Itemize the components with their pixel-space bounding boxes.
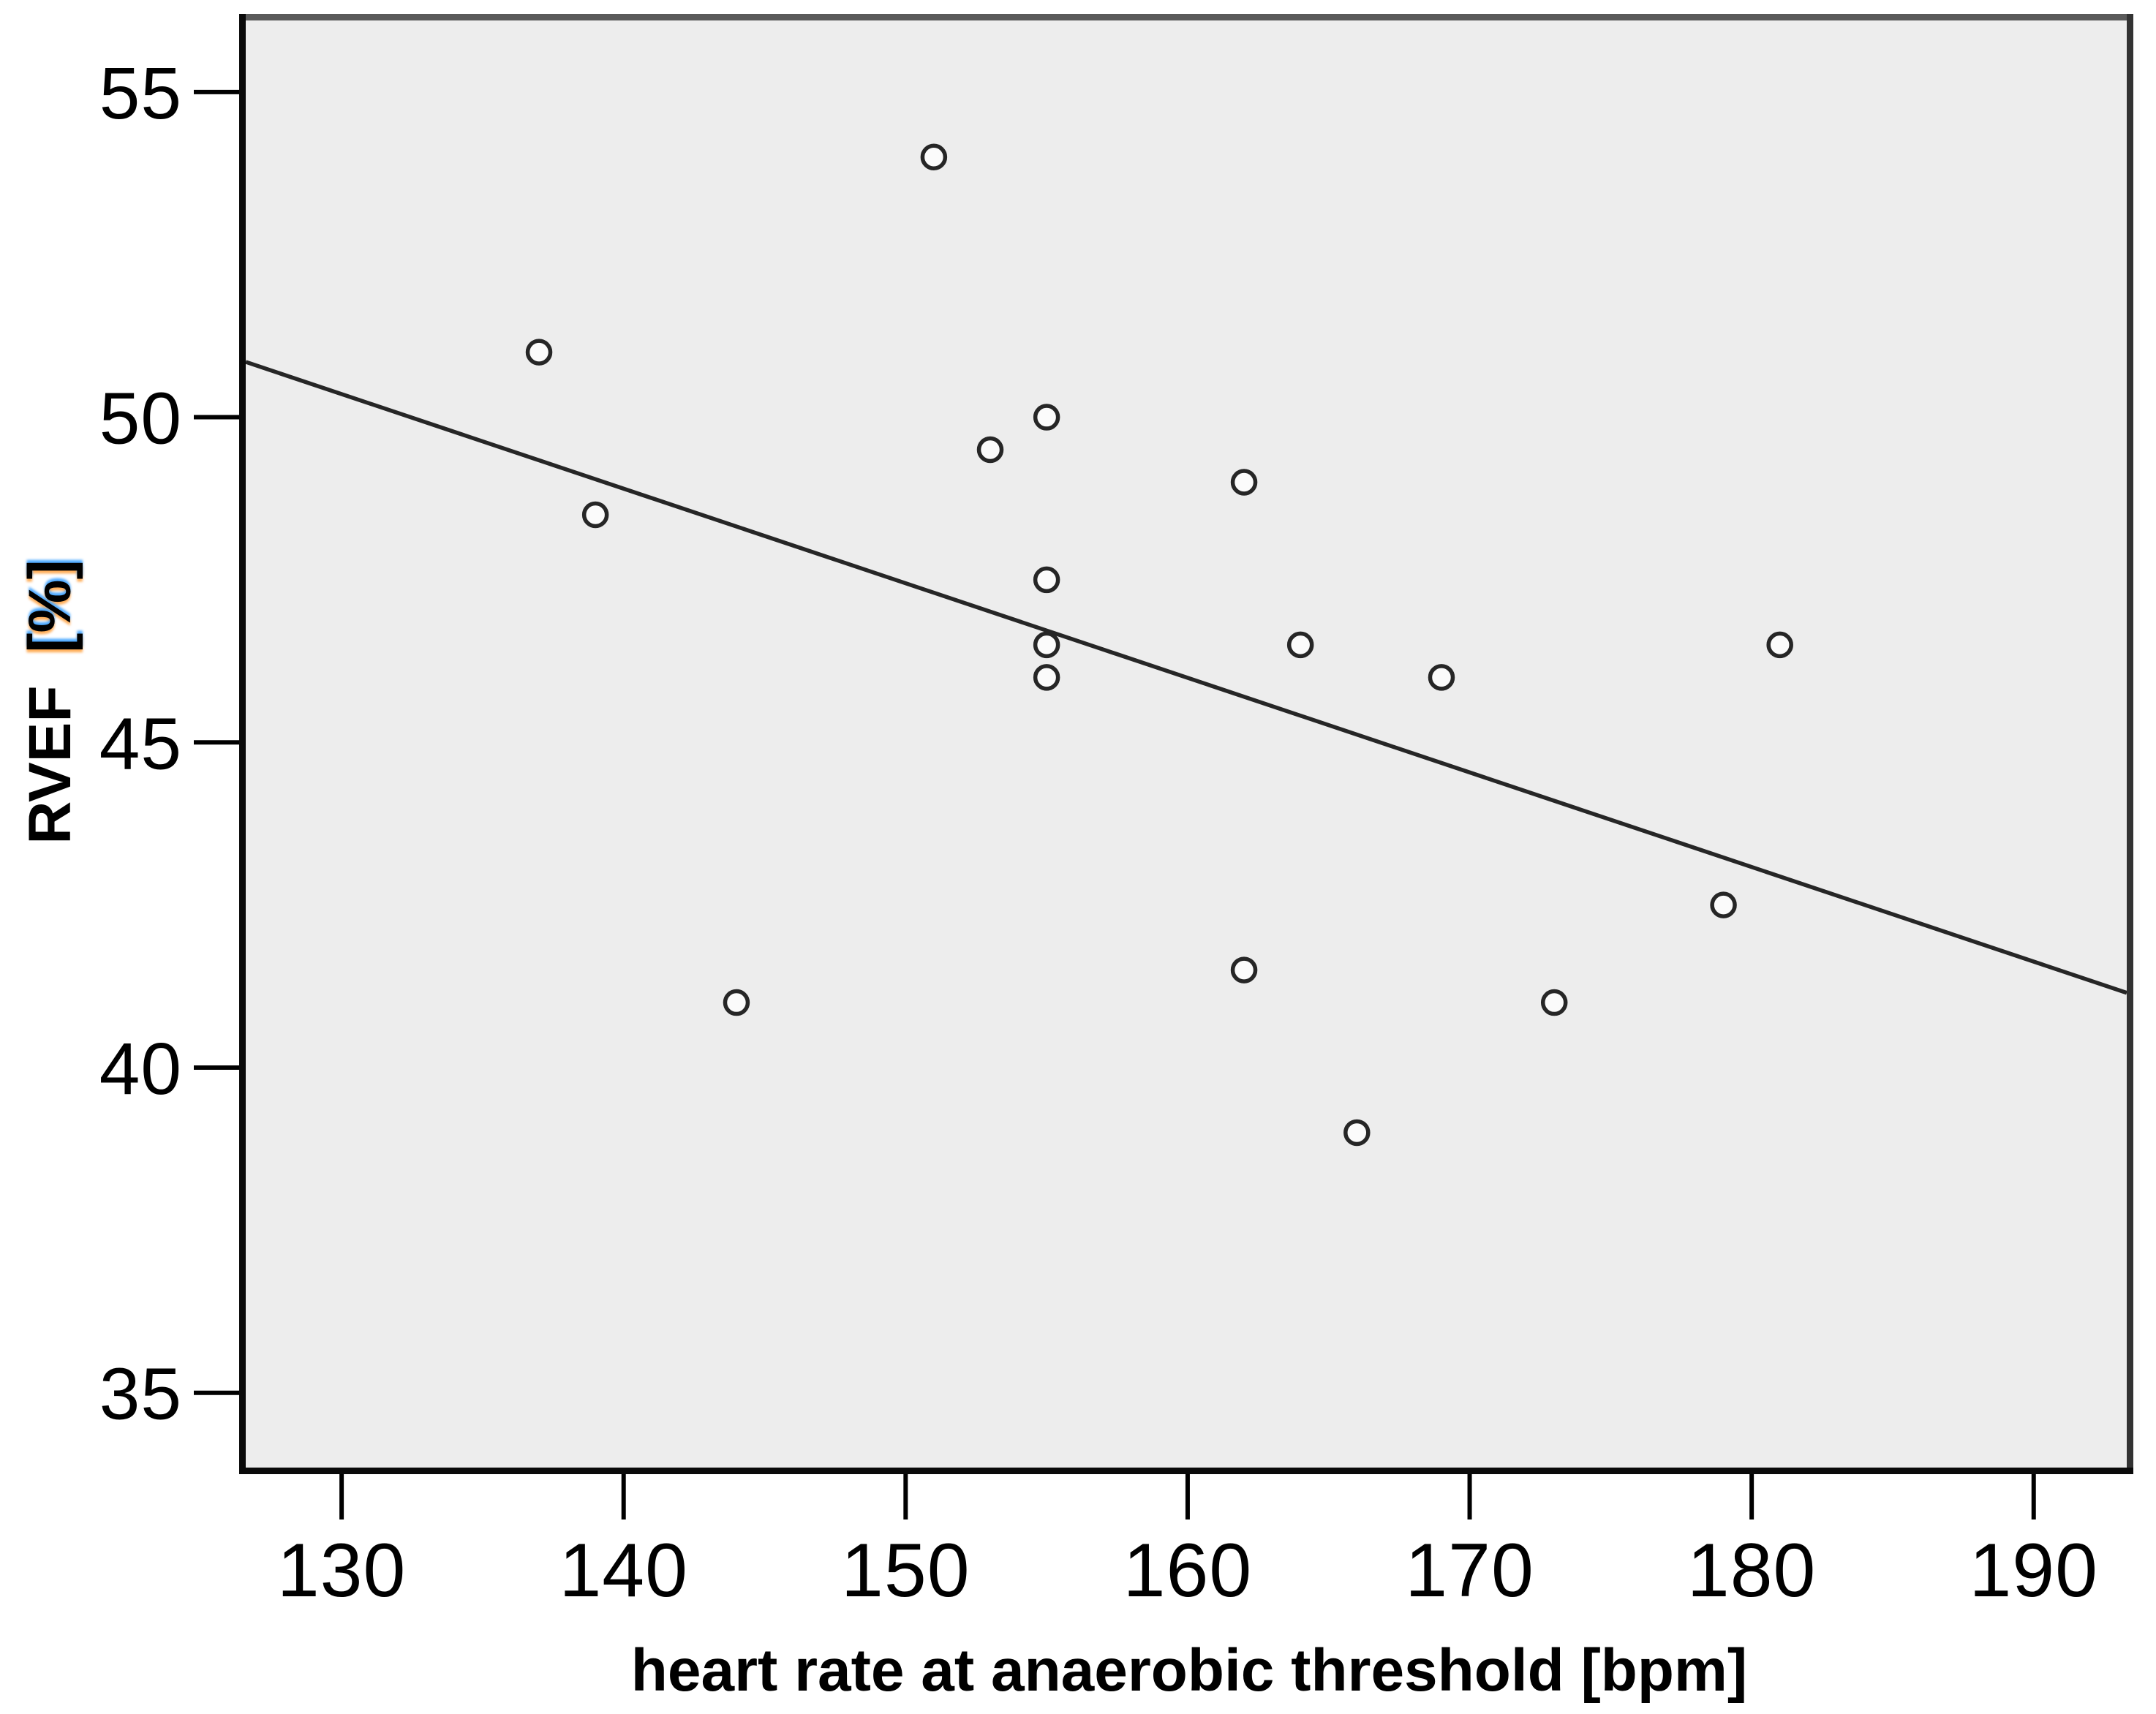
y-tick-label: 55 [99, 53, 182, 135]
data-point [976, 436, 1004, 464]
y-tick-label: 35 [99, 1354, 182, 1435]
x-tick-label: 150 [841, 1528, 970, 1613]
data-point [1766, 631, 1793, 659]
x-tick-label: 180 [1687, 1528, 1817, 1613]
regression-line [245, 360, 2127, 995]
data-point [1540, 989, 1568, 1016]
data-point [1033, 631, 1060, 659]
plot-area [246, 20, 2127, 1468]
y-axis-ticks [194, 89, 239, 1395]
x-axis-tick-labels: 130 140 150 160 170 180 190 [277, 1528, 2098, 1613]
x-tick-label: 190 [1969, 1528, 2098, 1613]
x-tick-label: 160 [1123, 1528, 1253, 1613]
data-point [1286, 631, 1314, 659]
data-point [525, 339, 553, 366]
y-axis-title-unit: [%] [17, 559, 83, 653]
data-point [1343, 1119, 1371, 1147]
x-tick-label: 140 [559, 1528, 688, 1613]
fit-line [245, 360, 2127, 995]
y-tick-label: 40 [99, 1028, 182, 1110]
data-point [1710, 891, 1737, 918]
y-axis-title-main: RVEF [17, 686, 83, 845]
data-point [1033, 664, 1060, 691]
data-point [1033, 566, 1060, 594]
data-point [920, 143, 948, 171]
x-tick-label: 170 [1405, 1528, 1534, 1613]
y-axis-title: RVEF [%] [17, 559, 83, 845]
y-axis-tick-labels: 35 40 45 50 55 [99, 53, 182, 1435]
y-tick-label: 50 [99, 378, 182, 460]
x-axis-title: heart rate at anaerobic threshold [bpm] [631, 1637, 1747, 1704]
data-point [1230, 469, 1258, 496]
y-tick-label: 45 [99, 703, 182, 785]
data-points [525, 143, 1793, 1147]
x-tick-label: 130 [277, 1528, 407, 1613]
data-point [1230, 956, 1258, 984]
x-axis-ticks [339, 1474, 2036, 1519]
data-point [1428, 664, 1455, 691]
data-point [1033, 404, 1060, 431]
data-point [581, 501, 609, 529]
plot-borders [239, 14, 2133, 1474]
data-point [723, 989, 750, 1016]
